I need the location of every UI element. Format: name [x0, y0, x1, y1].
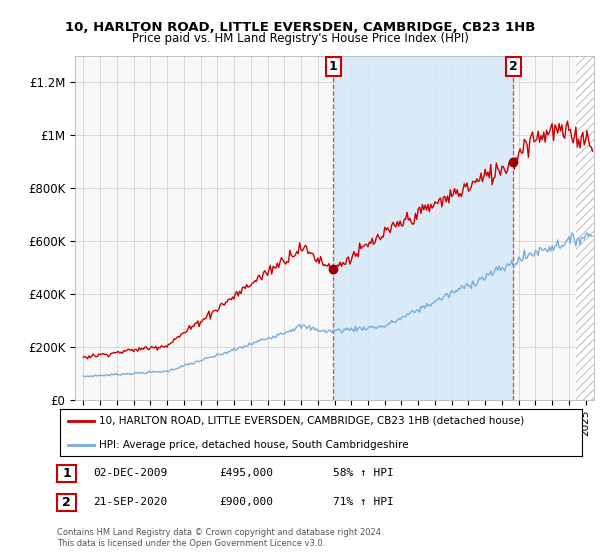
Text: £900,000: £900,000 — [219, 497, 273, 507]
Text: 10, HARLTON ROAD, LITTLE EVERSDEN, CAMBRIDGE, CB23 1HB: 10, HARLTON ROAD, LITTLE EVERSDEN, CAMBR… — [65, 21, 535, 34]
Text: Price paid vs. HM Land Registry's House Price Index (HPI): Price paid vs. HM Land Registry's House … — [131, 32, 469, 45]
Text: 1: 1 — [329, 60, 337, 73]
Text: 21-SEP-2020: 21-SEP-2020 — [93, 497, 167, 507]
Text: 58% ↑ HPI: 58% ↑ HPI — [333, 468, 394, 478]
Text: 1: 1 — [62, 466, 71, 480]
Text: £495,000: £495,000 — [219, 468, 273, 478]
Text: 2: 2 — [62, 496, 71, 509]
Text: HPI: Average price, detached house, South Cambridgeshire: HPI: Average price, detached house, Sout… — [99, 440, 409, 450]
Text: 2: 2 — [509, 60, 517, 73]
Text: 10, HARLTON ROAD, LITTLE EVERSDEN, CAMBRIDGE, CB23 1HB (detached house): 10, HARLTON ROAD, LITTLE EVERSDEN, CAMBR… — [99, 416, 524, 426]
Text: 71% ↑ HPI: 71% ↑ HPI — [333, 497, 394, 507]
Text: 02-DEC-2009: 02-DEC-2009 — [93, 468, 167, 478]
Text: Contains HM Land Registry data © Crown copyright and database right 2024.
This d: Contains HM Land Registry data © Crown c… — [57, 528, 383, 548]
